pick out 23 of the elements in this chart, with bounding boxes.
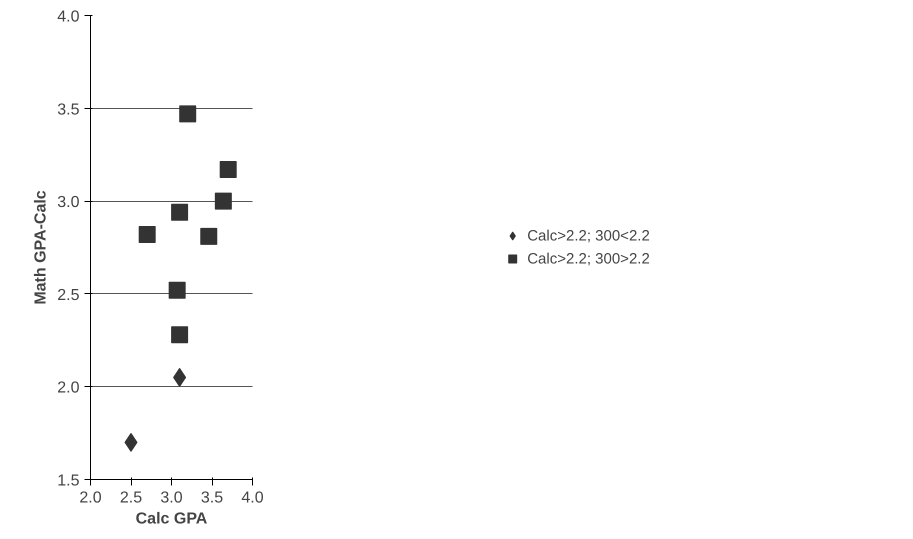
y-tick-label: 1.5 [57,472,80,490]
x-tick-label: 2.0 [79,490,102,506]
point [171,326,188,344]
x-tick-label: 2.5 [120,490,142,506]
point [179,105,196,122]
x-tick-label: 4.0 [241,490,264,506]
point [220,161,237,178]
legend-label: Calc>2.2; 300<2.2 [527,227,650,244]
point [171,204,188,221]
point [168,282,186,299]
x-tick-label: 3.5 [200,490,224,506]
y-axis-title: Math GPA-Calc [32,190,50,305]
legend-label: Calc>2.2; 300>2.2 [527,250,650,267]
x-axis-title: Calc GPA [136,510,208,528]
point [200,228,218,245]
y-tick-label: 4.0 [57,8,80,26]
x-tick-label: 3.0 [160,490,183,506]
y-tick-label: 2.0 [57,380,80,397]
y-tick-label: 2.5 [57,286,80,304]
y-tick-label: 3.5 [57,101,80,118]
y-tick-label: 3.0 [57,194,80,212]
point [138,226,156,244]
point [214,192,232,210]
